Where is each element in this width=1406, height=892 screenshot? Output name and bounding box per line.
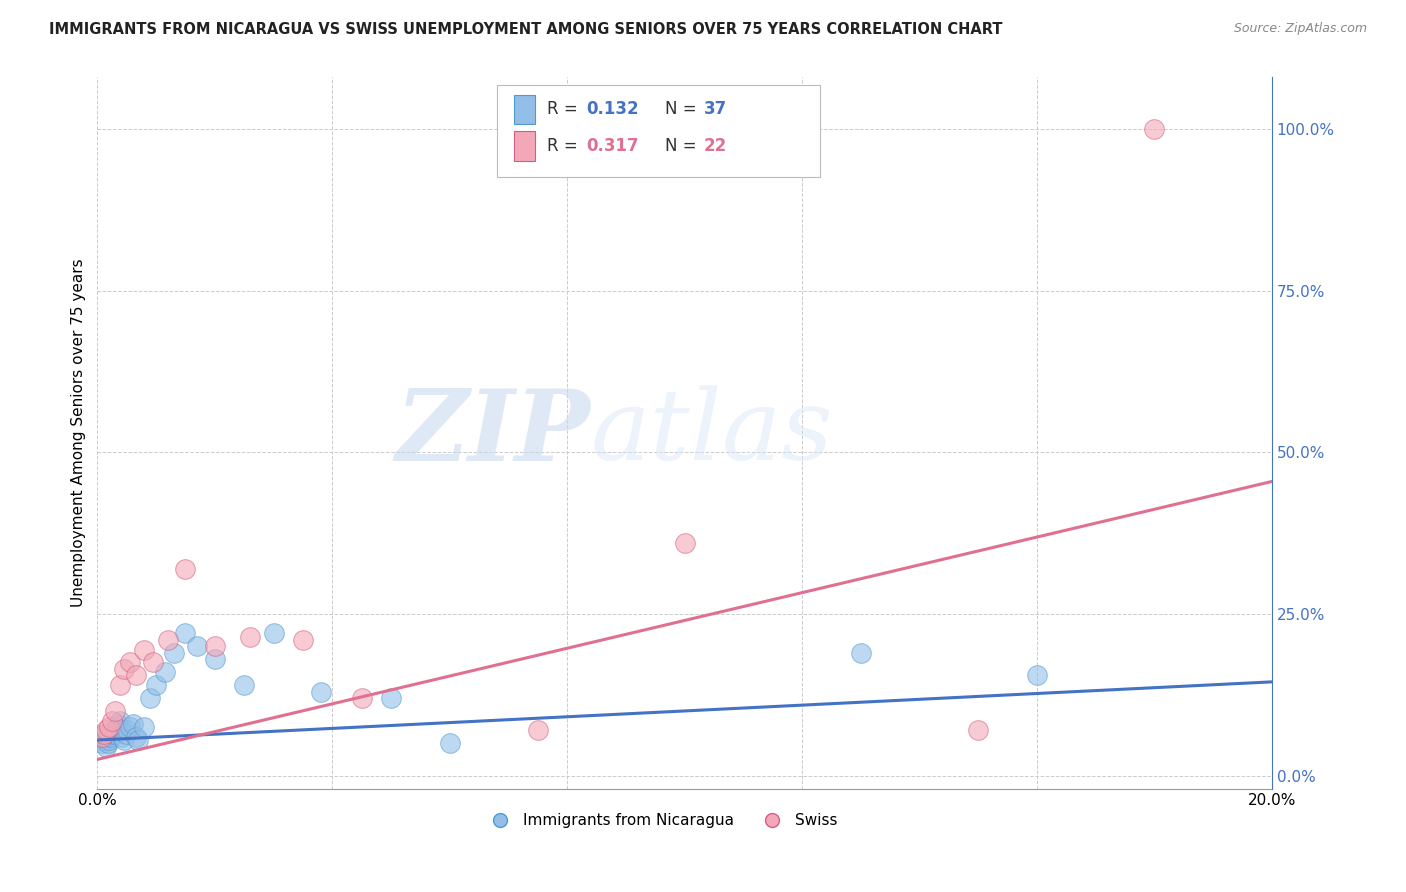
FancyBboxPatch shape xyxy=(515,95,536,124)
Point xyxy=(104,726,127,740)
Y-axis label: Unemployment Among Seniors over 75 years: Unemployment Among Seniors over 75 years xyxy=(72,259,86,607)
Point xyxy=(263,626,285,640)
Point xyxy=(527,723,550,738)
Point xyxy=(309,684,332,698)
Point xyxy=(380,691,402,706)
Text: 0.132: 0.132 xyxy=(586,101,638,119)
Point xyxy=(112,733,135,747)
Point xyxy=(91,733,114,747)
Point xyxy=(139,691,162,706)
Point xyxy=(107,717,129,731)
Point xyxy=(124,730,146,744)
Point xyxy=(134,720,156,734)
Point xyxy=(163,646,186,660)
Point xyxy=(233,678,256,692)
Point xyxy=(105,720,128,734)
Point xyxy=(204,652,226,666)
Point xyxy=(673,536,696,550)
Point xyxy=(1026,668,1049,682)
Point xyxy=(97,736,120,750)
Point xyxy=(98,730,121,744)
Text: 0.317: 0.317 xyxy=(586,137,638,155)
Text: N =: N = xyxy=(665,137,702,155)
Point xyxy=(112,662,135,676)
FancyBboxPatch shape xyxy=(515,131,536,161)
Point xyxy=(93,726,115,740)
Text: 22: 22 xyxy=(703,137,727,155)
Point xyxy=(156,632,179,647)
Point xyxy=(101,726,124,740)
Point xyxy=(174,562,197,576)
Point xyxy=(124,668,146,682)
Point xyxy=(110,723,132,738)
Point xyxy=(127,733,149,747)
Point xyxy=(93,730,115,744)
Point xyxy=(134,642,156,657)
Point xyxy=(104,704,127,718)
Point xyxy=(204,640,226,654)
Point xyxy=(103,723,125,738)
Point xyxy=(186,640,208,654)
Point xyxy=(91,730,114,744)
Point xyxy=(108,714,131,728)
Point xyxy=(101,714,124,728)
Point xyxy=(350,691,373,706)
Point xyxy=(108,678,131,692)
Point xyxy=(145,678,167,692)
Point xyxy=(115,723,138,738)
Point xyxy=(967,723,990,738)
Point xyxy=(142,656,165,670)
Point xyxy=(98,720,121,734)
Point xyxy=(174,626,197,640)
Point xyxy=(96,739,118,754)
Point xyxy=(91,736,114,750)
Point xyxy=(439,736,461,750)
Text: R =: R = xyxy=(547,101,583,119)
Text: ZIP: ZIP xyxy=(395,384,591,481)
Point xyxy=(98,733,121,747)
Text: Source: ZipAtlas.com: Source: ZipAtlas.com xyxy=(1233,22,1367,36)
Legend: Immigrants from Nicaragua, Swiss: Immigrants from Nicaragua, Swiss xyxy=(478,807,844,834)
Point xyxy=(239,630,262,644)
Text: R =: R = xyxy=(547,137,583,155)
Point xyxy=(1143,122,1166,136)
Text: N =: N = xyxy=(665,101,702,119)
Point xyxy=(118,656,141,670)
Point xyxy=(121,717,143,731)
Point xyxy=(118,720,141,734)
Point xyxy=(96,723,118,738)
Text: 37: 37 xyxy=(703,101,727,119)
FancyBboxPatch shape xyxy=(496,85,820,177)
Text: IMMIGRANTS FROM NICARAGUA VS SWISS UNEMPLOYMENT AMONG SENIORS OVER 75 YEARS CORR: IMMIGRANTS FROM NICARAGUA VS SWISS UNEMP… xyxy=(49,22,1002,37)
Point xyxy=(114,726,136,740)
Point xyxy=(111,730,134,744)
Point xyxy=(849,646,872,660)
Point xyxy=(291,632,314,647)
Text: atlas: atlas xyxy=(591,385,834,481)
Point xyxy=(153,665,176,680)
